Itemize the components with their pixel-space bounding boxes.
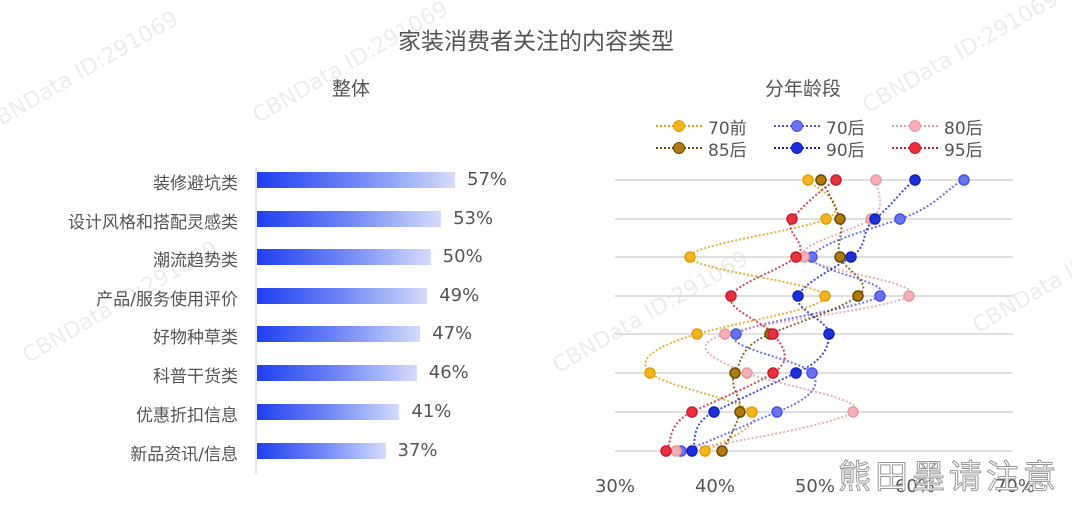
data-point (670, 445, 682, 457)
data-point (771, 406, 783, 418)
data-point (958, 174, 970, 186)
legend-item: 70后 (774, 116, 865, 139)
data-point (834, 251, 846, 263)
bar (257, 172, 455, 188)
data-point (686, 445, 698, 457)
bar-category-label: 科普干货类 (153, 367, 238, 387)
legend-item: 80后 (892, 116, 983, 139)
data-point (767, 367, 779, 379)
data-point (729, 367, 741, 379)
legend-label: 85后 (708, 140, 747, 161)
data-point (684, 251, 696, 263)
data-point (834, 213, 846, 225)
legend-marker-icon (892, 142, 938, 154)
legend-marker-icon (656, 120, 702, 132)
bar-value-label: 47% (432, 323, 473, 344)
series-line (691, 179, 916, 452)
bar-category-label: 新品资讯/信息 (130, 445, 238, 465)
bar (257, 404, 400, 420)
legend-item: 85后 (656, 138, 747, 161)
chart-title: 家装消费者关注的内容类型 (398, 29, 674, 55)
data-point (903, 290, 915, 302)
data-point (806, 367, 818, 379)
data-point (786, 213, 798, 225)
data-point (644, 367, 656, 379)
x-tick-label: 30% (595, 476, 635, 497)
data-point (691, 328, 703, 340)
data-point (716, 445, 728, 457)
data-point (874, 290, 886, 302)
data-point (870, 174, 882, 186)
bar-category-label: 装修避坑类 (153, 174, 238, 194)
legend-label: 70后 (826, 118, 865, 139)
bar (257, 211, 442, 227)
x-tick-label: 60% (895, 476, 935, 497)
bar-value-label: 53% (453, 208, 494, 229)
data-point (802, 174, 814, 186)
bar-category-label: 好物种草类 (153, 328, 238, 348)
data-point (725, 290, 737, 302)
data-point (830, 174, 842, 186)
x-tick-label: 40% (695, 476, 735, 497)
data-point (869, 213, 881, 225)
bar-category-label: 潮流趋势类 (153, 251, 238, 271)
legend-item: 70前 (656, 116, 747, 139)
legend-label: 95后 (944, 140, 983, 161)
line-chart-subtitle: 分年龄段 (765, 78, 842, 100)
data-point (815, 174, 827, 186)
x-tick-label: 70% (995, 476, 1035, 497)
bar (257, 288, 428, 304)
bar (257, 443, 386, 459)
bar (257, 249, 431, 265)
data-point (790, 251, 802, 263)
legend-marker-icon (774, 120, 820, 132)
data-point (767, 328, 779, 340)
data-point (741, 367, 753, 379)
bar-value-label: 57% (467, 169, 508, 190)
legend-marker-icon (656, 142, 702, 154)
legend-marker-icon (892, 120, 938, 132)
data-point (746, 406, 758, 418)
bar (257, 326, 421, 342)
data-point (820, 213, 832, 225)
data-point (790, 367, 802, 379)
bar-value-label: 50% (442, 246, 483, 267)
legend-marker-icon (774, 142, 820, 154)
legend-label: 70前 (708, 118, 747, 139)
data-point (792, 290, 804, 302)
corner-watermark: 熊田墨请注意 (838, 457, 1060, 497)
data-point (819, 290, 831, 302)
data-point (699, 445, 711, 457)
data-point (734, 406, 746, 418)
x-tick-label: 50% (795, 476, 835, 497)
data-point (852, 290, 864, 302)
data-point (847, 406, 859, 418)
data-point (708, 406, 720, 418)
bar-category-label: 优惠折扣信息 (136, 406, 238, 426)
legend-label: 80后 (944, 118, 983, 139)
bar-value-label: 37% (397, 440, 438, 461)
bar-chart-axis (255, 168, 257, 474)
bar (257, 365, 417, 381)
legend-item: 90后 (774, 138, 865, 161)
data-point (823, 328, 835, 340)
bar-value-label: 46% (428, 362, 469, 383)
data-point (719, 328, 731, 340)
series-line (665, 179, 837, 452)
bar-value-label: 49% (439, 285, 480, 306)
bar-category-label: 产品/服务使用评价 (96, 290, 238, 310)
bar-chart-subtitle: 整体 (332, 78, 371, 100)
data-point (660, 445, 672, 457)
data-point (845, 251, 857, 263)
legend-label: 90后 (826, 140, 865, 161)
series-line (644, 179, 837, 452)
data-point (909, 174, 921, 186)
bar-category-label: 设计风格和搭配灵感类 (68, 213, 238, 233)
data-point (730, 328, 742, 340)
data-point (686, 406, 698, 418)
bar-value-label: 41% (411, 401, 452, 422)
data-point (894, 213, 906, 225)
legend-item: 95后 (892, 138, 983, 161)
